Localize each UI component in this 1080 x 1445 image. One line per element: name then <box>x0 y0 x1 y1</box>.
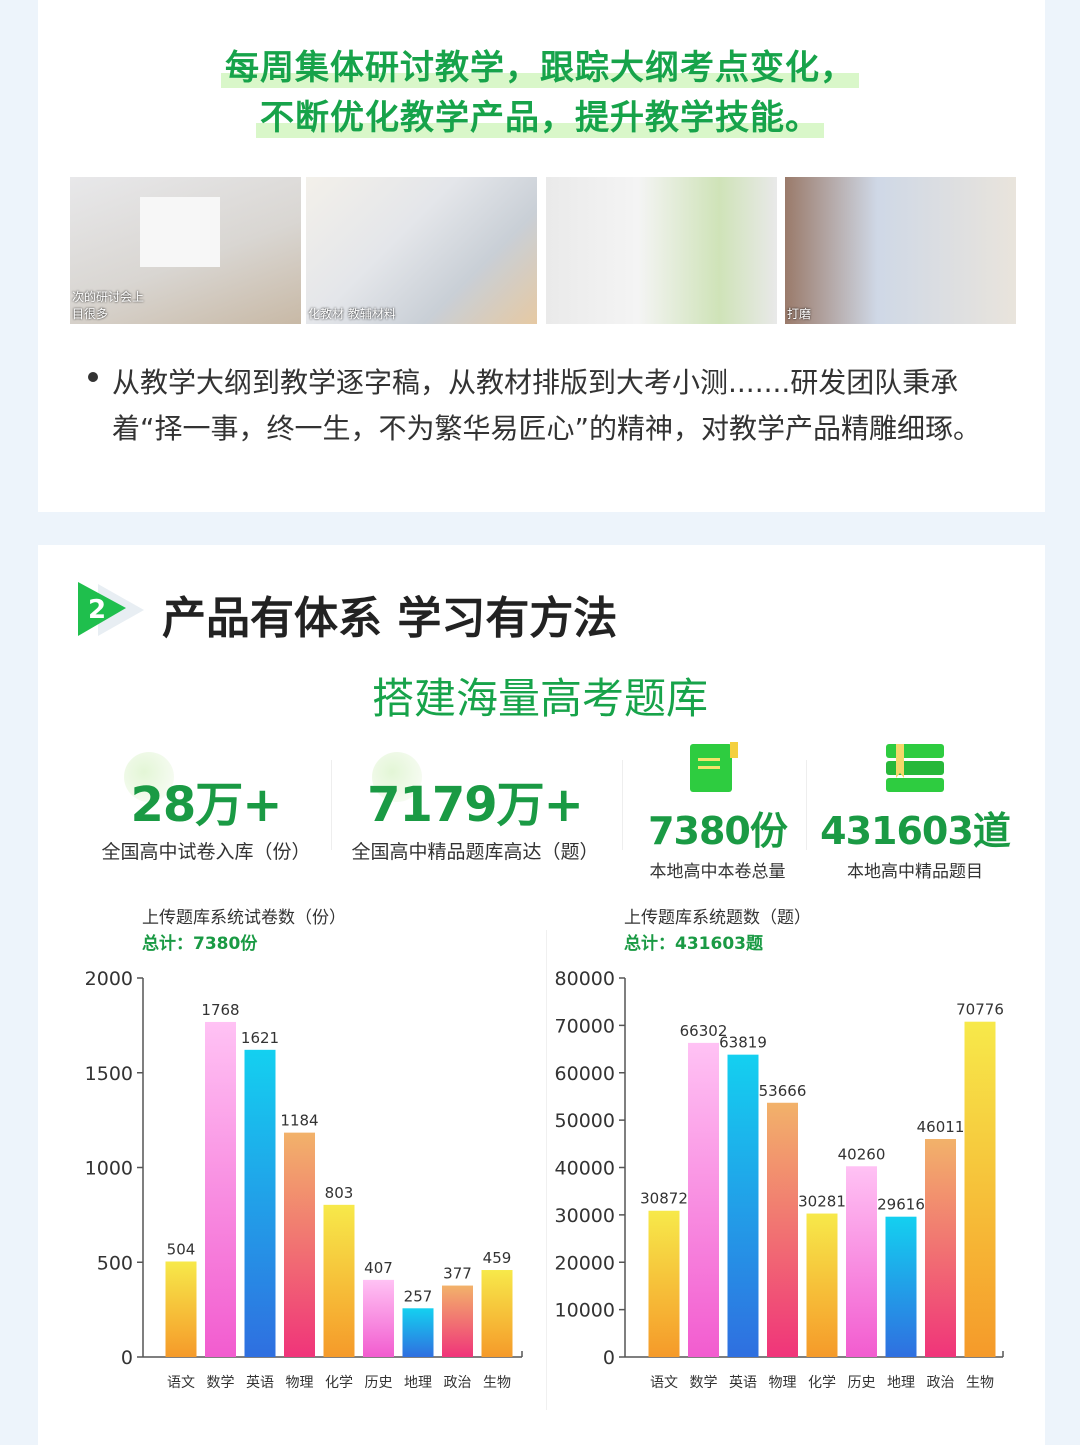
section-subtitle: 搭建海量高考题库 <box>371 674 708 723</box>
bar-英语 <box>727 1054 759 1357</box>
y-tick-label: 10000 <box>555 1300 615 1322</box>
data-label: 53666 <box>759 1082 807 1100</box>
chart-1-title: 上传题库系统试卷数（份） <box>142 908 346 928</box>
y-tick-label: 50000 <box>555 1110 615 1132</box>
y-tick-label: 1500 <box>85 1063 133 1085</box>
bar-历史 <box>363 1279 394 1357</box>
x-tick-label: 语文 <box>167 1375 195 1391</box>
x-tick-label: 数学 <box>690 1375 718 1391</box>
x-tick-label: 化学 <box>808 1375 836 1391</box>
photo-lab <box>546 177 777 324</box>
data-label: 63819 <box>719 1034 767 1052</box>
x-tick-label: 生物 <box>966 1375 994 1391</box>
data-label: 66302 <box>680 1022 728 1040</box>
data-label: 803 <box>325 1184 354 1202</box>
photo-tablet: 化教材 教辅材料 <box>306 177 537 324</box>
x-tick-label: 地理 <box>887 1375 915 1391</box>
x-tick-label: 生物 <box>483 1375 511 1391</box>
bullet-dot <box>88 372 98 382</box>
y-tick-label: 1000 <box>85 1158 133 1180</box>
divider <box>331 760 332 850</box>
bar-物理 <box>767 1102 798 1357</box>
stat-local-papers: 7380份 本地高中本卷总量 <box>648 809 788 882</box>
x-tick-label: 物理 <box>769 1375 797 1391</box>
data-label: 1621 <box>241 1029 279 1047</box>
y-tick-label: 20000 <box>555 1252 615 1274</box>
bar-语文 <box>648 1210 680 1357</box>
data-label: 459 <box>483 1249 512 1267</box>
x-tick-label: 化学 <box>325 1375 353 1391</box>
data-label: 46011 <box>917 1118 965 1136</box>
y-tick-label: 80000 <box>555 968 615 990</box>
y-tick-label: 2000 <box>85 968 133 990</box>
bar-化学 <box>323 1204 355 1357</box>
data-label: 1184 <box>280 1112 318 1130</box>
data-label: 407 <box>364 1259 393 1277</box>
x-tick-label: 语文 <box>650 1375 678 1391</box>
svg-text:2: 2 <box>88 595 106 625</box>
headline-line-2: 不断优化教学产品，提升教学技能。 <box>0 90 1080 139</box>
stat-local-questions: 431603道 本地高中精品题目 <box>820 809 1011 882</box>
y-tick-label: 70000 <box>555 1015 615 1037</box>
y-tick-label: 0 <box>603 1347 615 1369</box>
x-tick-label: 物理 <box>286 1375 314 1391</box>
section-title: 产品有体系 学习有方法 <box>162 593 618 644</box>
bar-化学 <box>806 1213 838 1357</box>
bar-政治 <box>442 1285 473 1357</box>
bar-数学 <box>205 1021 236 1357</box>
data-label: 30872 <box>640 1190 688 1208</box>
decor-blob <box>372 752 422 802</box>
x-tick-label: 历史 <box>848 1375 876 1391</box>
bar-政治 <box>925 1139 956 1357</box>
x-tick-label: 英语 <box>729 1374 757 1391</box>
divider <box>546 930 547 1410</box>
bar-生物 <box>481 1270 513 1357</box>
y-tick-label: 500 <box>97 1252 133 1274</box>
bar-生物 <box>964 1021 996 1357</box>
bar-地理 <box>885 1216 917 1357</box>
decor-blob <box>124 752 174 802</box>
y-tick-label: 60000 <box>555 1063 615 1085</box>
chart-2-total: 总计：431603题 <box>624 934 763 954</box>
bar-语文 <box>165 1261 197 1357</box>
y-tick-label: 30000 <box>555 1205 615 1227</box>
bullet-text: 从教学大纲到教学逐字稿，从教材排版到大考小测.......研发团队秉承着“择一事… <box>112 366 982 445</box>
data-label: 30281 <box>798 1193 846 1211</box>
x-tick-label: 政治 <box>444 1375 472 1391</box>
x-tick-label: 政治 <box>927 1375 955 1391</box>
photo-meeting: 次的研讨会上 目很多 <box>70 177 301 324</box>
stat-national-papers: 28万+ 全国高中试卷入库（份） <box>101 777 311 863</box>
data-label: 70776 <box>956 1001 1004 1019</box>
bar-历史 <box>846 1166 877 1357</box>
bar-地理 <box>402 1308 434 1357</box>
divider <box>622 760 623 850</box>
data-label: 504 <box>167 1240 196 1258</box>
x-tick-label: 数学 <box>207 1375 235 1391</box>
data-label: 377 <box>443 1265 472 1283</box>
data-label: 29616 <box>877 1196 925 1214</box>
data-label: 257 <box>404 1287 433 1305</box>
section-play-icon: 2 <box>78 582 144 636</box>
chart-1-total: 总计：7380份 <box>142 934 258 954</box>
divider <box>806 760 807 850</box>
photo-laptop: 打磨 <box>785 177 1016 324</box>
bar-数学 <box>688 1042 719 1357</box>
x-tick-label: 地理 <box>404 1375 432 1391</box>
headline-line-1: 每周集体研讨教学，跟踪大纲考点变化， <box>0 40 1080 89</box>
stat-national-questions: 7179万+ 全国高中精品题库高达（题） <box>351 777 599 863</box>
y-tick-label: 0 <box>121 1347 133 1369</box>
data-label: 40260 <box>838 1145 886 1163</box>
x-tick-label: 历史 <box>365 1375 393 1391</box>
document-icon <box>690 742 738 792</box>
books-icon <box>886 744 944 792</box>
bar-英语 <box>244 1049 276 1357</box>
y-tick-label: 40000 <box>555 1158 615 1180</box>
data-label: 1768 <box>201 1001 239 1019</box>
chart-2-title: 上传题库系统题数（题） <box>624 908 811 928</box>
x-tick-label: 英语 <box>246 1374 274 1391</box>
bar-物理 <box>284 1132 315 1357</box>
